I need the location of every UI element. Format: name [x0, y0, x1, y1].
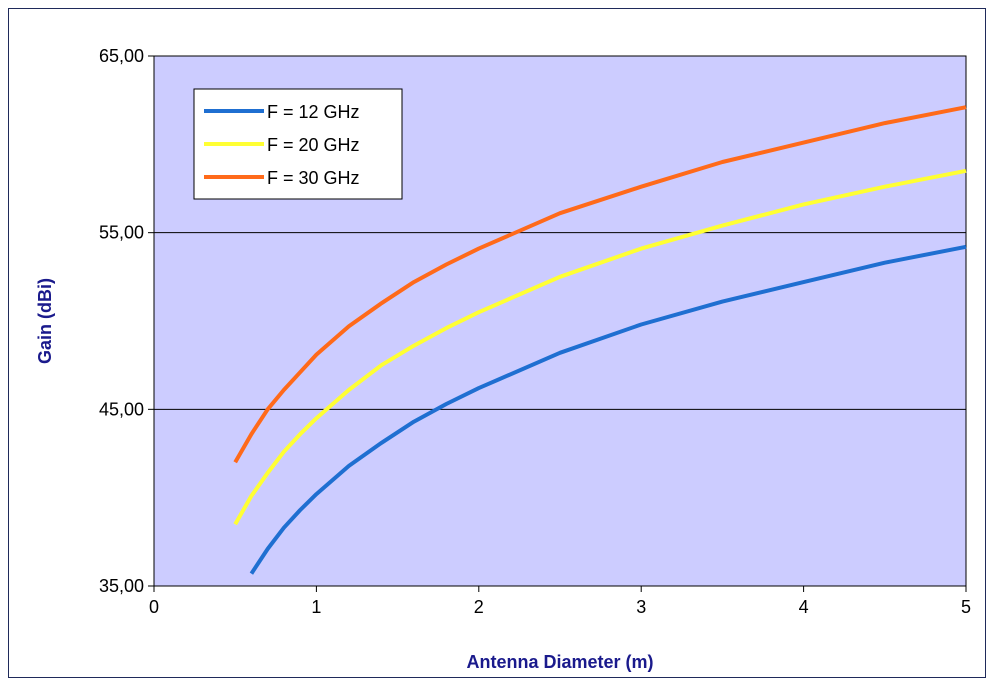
x-tick-label: 4: [799, 597, 809, 617]
x-axis-ticks: 0 1 2 3 4 5: [149, 586, 971, 617]
grid-lines: [154, 232, 966, 410]
y-tick-label: 65,00: [99, 46, 144, 66]
y-tick-label: 35,00: [99, 576, 144, 596]
chart-frame: 35,00 45,00 55,00 65,00 0 1 2 3 4 5 Antenna Diam…: [8, 8, 986, 678]
series-line-3: [233, 105, 967, 464]
series-line-1: [249, 244, 967, 575]
y-axis-ticks: 35,00 45,00 55,00 65,00: [99, 46, 154, 596]
x-tick-label: 1: [311, 597, 321, 617]
x-tick-label: 3: [636, 597, 646, 617]
legend-label-3: F = 30 GHz: [267, 168, 360, 188]
y-axis-title: Gain (dBi): [35, 278, 55, 364]
x-axis-title: Antenna Diameter (m): [466, 652, 653, 672]
series-line-2: [233, 168, 967, 526]
legend-label-2: F = 20 GHz: [267, 135, 360, 155]
y-tick-label: 55,00: [99, 223, 144, 243]
y-tick-label: 45,00: [99, 399, 144, 419]
legend-label-1: F = 12 GHz: [267, 102, 360, 122]
x-tick-label: 5: [961, 597, 971, 617]
legend: F = 12 GHz F = 20 GHz F = 30 GHz: [193, 88, 403, 200]
gain-chart: 35,00 45,00 55,00 65,00 0 1 2 3 4 5 Antenna Diam…: [35, 46, 971, 672]
series-lines: [233, 105, 967, 575]
x-tick-label: 0: [149, 597, 159, 617]
x-tick-label: 2: [474, 597, 484, 617]
